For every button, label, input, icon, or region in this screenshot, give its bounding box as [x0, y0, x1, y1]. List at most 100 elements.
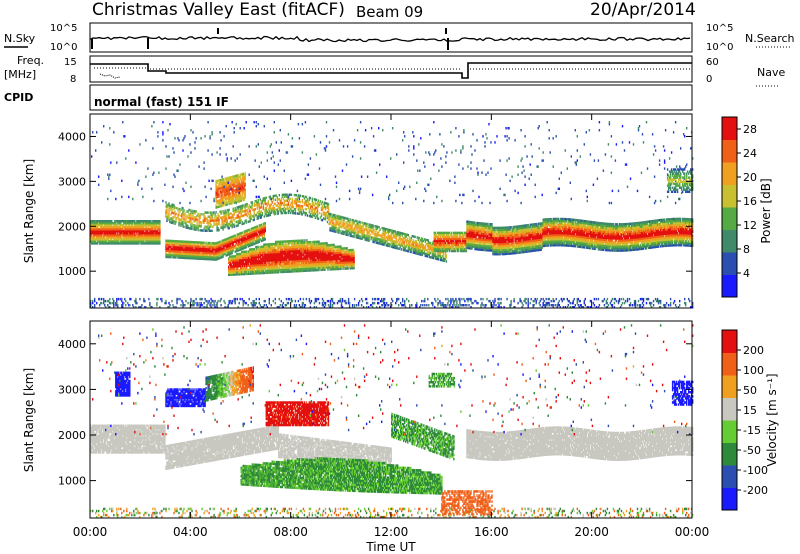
power-cell-early-band	[136, 242, 138, 245]
power-cell-patch	[267, 271, 269, 274]
power-cell-upper-band	[318, 203, 321, 207]
power-cell-patch	[275, 257, 277, 260]
power-cell-patch	[255, 270, 257, 273]
power-cell-patch	[257, 255, 259, 259]
power-cell-patch	[284, 260, 286, 263]
power-cell-patch	[293, 241, 295, 245]
power-cell-patch	[308, 249, 310, 252]
power-cell-patch	[255, 258, 257, 261]
power-cell-patch	[332, 268, 334, 271]
power-cell-near-range	[282, 306, 284, 309]
power-cell-morning-band	[210, 258, 212, 261]
power-cell-upper-band	[199, 225, 201, 228]
power-cell-morning-band	[251, 243, 253, 246]
power-cell-patch	[243, 272, 245, 276]
power-cell-near-range	[595, 297, 598, 301]
power-cell-morning-band	[257, 239, 259, 242]
power-cell-patch	[282, 242, 284, 245]
power-cell-upper-band	[241, 220, 243, 224]
power-cell-patch	[270, 247, 272, 250]
power-cell-near-range	[669, 304, 672, 307]
power-cell-near-range	[527, 306, 529, 309]
power-cell-early-band	[130, 230, 132, 233]
power-cell-early-band	[119, 242, 121, 245]
power-cell-early-band	[154, 234, 156, 237]
power-cell-tongue	[215, 206, 217, 209]
power-cell-patch	[239, 269, 241, 272]
power-cell-near-range	[182, 301, 184, 305]
power-cell-morning-band	[220, 252, 222, 255]
power-cell-upper-band	[298, 194, 301, 197]
power-cell-early-band	[116, 238, 118, 241]
power-cell-near-range	[115, 304, 117, 307]
power-cell-patch	[334, 247, 336, 251]
power-cell-near-range	[237, 306, 239, 309]
power-cell-morning-band	[181, 240, 183, 243]
power-cell-morning-band	[170, 239, 172, 243]
power-cell-upper-band	[200, 225, 202, 228]
power-cell-early-band	[118, 238, 120, 241]
power-cell-upper-band	[182, 221, 184, 224]
power-cell-upper-band	[206, 217, 208, 220]
power-cell-upper-band	[315, 214, 318, 218]
power-cell-near-range	[638, 306, 641, 309]
power-cell-early-band	[143, 238, 145, 241]
power-cell-morning-band	[184, 250, 186, 254]
power-cell-early-band	[147, 220, 149, 223]
power-cell-patch	[328, 258, 330, 261]
power-cell-near-range	[440, 301, 442, 305]
power-cell-patch	[328, 262, 330, 265]
power-cell-early-band	[98, 228, 100, 231]
power-cell-early-band	[128, 234, 130, 237]
power-cell-near-range	[466, 297, 468, 301]
power-cell-patch	[287, 242, 289, 245]
power-cell-patch	[328, 264, 330, 267]
power-cell-upper-band	[172, 217, 174, 221]
power-cell-upper-band	[251, 201, 253, 204]
power-cell-patch	[336, 265, 338, 269]
power-cell-patch	[317, 266, 319, 270]
power-cell-upper-band	[193, 226, 195, 229]
power-cell-patch	[278, 260, 280, 264]
power-cell-patch	[294, 262, 296, 265]
power-cell-near-range	[647, 297, 650, 301]
power-cell-upper-band	[240, 207, 242, 210]
power-cell-morning-band	[223, 251, 225, 254]
power-cell-morning-band	[206, 247, 208, 251]
power-cell-morning-band	[203, 249, 205, 253]
power-cell-patch	[263, 269, 265, 273]
power-cell-morning-band	[176, 244, 178, 247]
power-cell-patch	[330, 264, 332, 267]
power-cell-upper-band	[210, 211, 212, 214]
power-cell-near-range	[383, 301, 385, 305]
power-cell-early-band	[127, 220, 129, 223]
power-cell-near-range	[426, 304, 428, 307]
power-cell-morning-band	[206, 253, 208, 257]
power-cell-upper-band	[253, 204, 255, 207]
power-cell-upper-band	[260, 214, 262, 217]
power-cell-morning-band	[256, 237, 258, 240]
power-cell-near-range	[135, 301, 137, 305]
power-cell-near-range	[351, 304, 354, 307]
power-cell-patch	[327, 244, 329, 247]
power-cell-early-band	[105, 238, 107, 241]
power-cell-patch	[229, 257, 231, 260]
power-cell-patch	[231, 273, 233, 276]
power-cell-near-range	[143, 299, 145, 303]
power-cell-morning-band	[170, 247, 172, 251]
power-cell-patch	[280, 250, 282, 254]
power-cell-early-band	[151, 228, 153, 231]
power-cell-early-band	[108, 230, 110, 233]
power-cell-upper-band	[195, 210, 197, 213]
power-cell-patch	[274, 246, 276, 250]
power-cell-patch	[312, 261, 314, 264]
power-cell-morning-band	[260, 227, 262, 231]
power-cell-early-band	[116, 242, 118, 245]
power-cell-early-band	[114, 242, 116, 245]
power-cell-patch	[322, 250, 324, 253]
power-cell-patch	[270, 257, 272, 260]
power-cell-early-band	[118, 236, 120, 239]
power-cell-morning-band	[188, 256, 190, 260]
power-cell-early-band	[94, 240, 96, 243]
power-cell-patch	[292, 239, 294, 243]
